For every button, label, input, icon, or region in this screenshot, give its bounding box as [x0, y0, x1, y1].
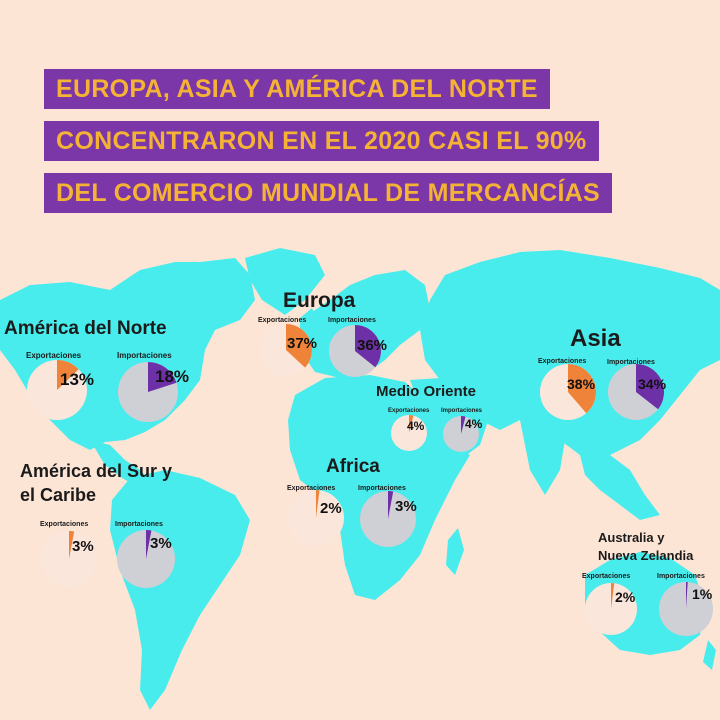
title-line-2: CONCENTRARON EN EL 2020 CASI EL 90% — [44, 121, 599, 161]
japan-land — [664, 350, 690, 392]
pie-europe-imports-slice — [355, 325, 381, 368]
imports-label-oceania: Importaciones — [657, 573, 705, 580]
exports-value-middle-east: 4% — [407, 419, 425, 433]
imports-value-asia: 34% — [638, 376, 667, 392]
central-america-land — [90, 440, 150, 488]
imports-value-middle-east: 4% — [465, 417, 483, 431]
greenland-land — [245, 248, 325, 315]
pie-oceania-imports-slice — [686, 582, 688, 609]
exports-label-south-america: Exportaciones — [40, 521, 89, 528]
region-name-europe: Europa — [283, 289, 356, 312]
exports-label-north-america: Exportaciones — [26, 351, 82, 360]
exports-label-asia: Exportaciones — [538, 358, 587, 365]
south-america-land — [110, 470, 250, 710]
madagascar-land — [446, 528, 464, 575]
region-name-south-america-line-2: el Caribe — [20, 485, 97, 505]
title-line-3: DEL COMERCIO MUNDIAL DE MERCANCÍAS — [44, 173, 613, 213]
exports-value-south-america: 3% — [72, 538, 94, 555]
title-line-1: EUROPA, ASIA Y AMÉRICA DEL NORTE — [44, 69, 550, 109]
pie-asia-imports-slice — [636, 364, 665, 410]
pie-south-america-imports-slice — [146, 529, 152, 559]
imports-value-oceania: 1% — [692, 586, 713, 602]
pie-charts — [27, 324, 713, 636]
new-zealand-land — [703, 640, 716, 670]
region-name-asia: Asia — [570, 325, 621, 352]
pie-africa-imports-slice — [388, 491, 394, 519]
imports-value-south-america: 3% — [150, 535, 172, 552]
region-name-middle-east: Medio Oriente — [376, 383, 477, 400]
pie-europe-exports-slice — [286, 324, 312, 368]
exports-label-middle-east: Exportaciones — [388, 408, 430, 414]
pie-middle-east-exports-slice — [409, 415, 414, 433]
pie-north-america-exports-slice — [57, 360, 79, 390]
exports-label-africa: Exportaciones — [287, 485, 336, 492]
imports-value-africa: 3% — [395, 498, 417, 515]
imports-label-africa: Importaciones — [358, 485, 406, 492]
imports-label-middle-east: Importaciones — [441, 408, 483, 414]
pie-oceania-exports-slice — [611, 582, 615, 609]
region-name-oceania-line-1: Australia y — [598, 530, 665, 545]
imports-value-europe: 36% — [357, 337, 388, 354]
exports-value-europe: 37% — [287, 335, 318, 352]
region-name-south-america-line-1: América del Sur y — [20, 461, 173, 481]
imports-label-south-america: Importaciones — [115, 521, 163, 528]
exports-value-north-america: 13% — [60, 370, 95, 389]
pie-south-america-exports-slice — [69, 531, 75, 559]
region-name-africa: Africa — [326, 456, 380, 477]
region-name-oceania-line-2: Nueva Zelandia — [598, 548, 694, 563]
pie-asia-exports-slice — [568, 364, 597, 414]
exports-value-asia: 38% — [567, 376, 596, 392]
pie-middle-east-imports-slice — [461, 416, 466, 434]
exports-label-europe: Exportaciones — [258, 317, 307, 324]
pie-africa-exports-slice — [316, 489, 320, 518]
uk-land — [300, 308, 318, 335]
exports-label-oceania: Exportaciones — [582, 573, 631, 580]
pie-north-america-imports-slice — [148, 362, 177, 392]
imports-label-europe: Importaciones — [328, 317, 376, 324]
imports-value-north-america: 18% — [155, 367, 190, 386]
exports-value-africa: 2% — [320, 500, 342, 517]
southeast-asia-land — [580, 455, 660, 520]
exports-value-oceania: 2% — [615, 589, 636, 605]
imports-label-north-america: Importaciones — [117, 351, 172, 360]
region-name-north-america: América del Norte — [4, 318, 167, 339]
imports-label-asia: Importaciones — [607, 359, 655, 366]
india-land — [520, 420, 565, 495]
